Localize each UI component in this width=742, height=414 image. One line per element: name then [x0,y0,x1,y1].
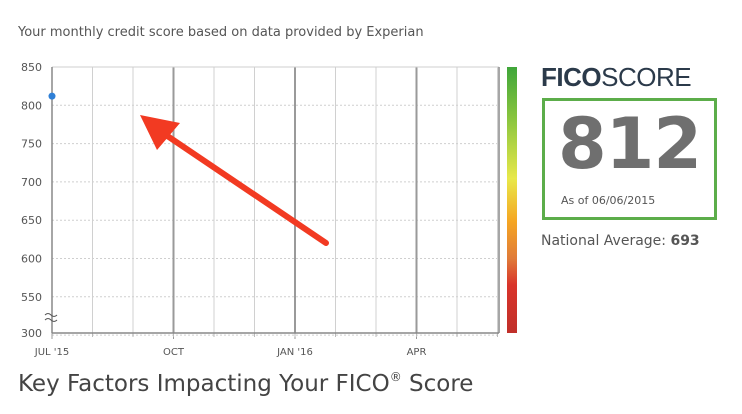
national-average: National Average: 693 [541,233,700,249]
chart-grid [52,67,499,336]
fico-score-logo: FICOSCORE [541,62,692,93]
fico-score-value: 812 [557,103,702,185]
key-factors-heading: Key Factors Impacting Your FICO® Score [18,370,473,397]
national-average-label: National Average: [541,233,666,249]
x-tick-label: APR [407,347,427,358]
red-arrow-annotation-icon [140,115,329,246]
y-tick-label: 650 [21,214,42,227]
score-data-point [48,92,56,100]
y-tick-label: 300 [21,327,42,340]
registered-mark: ® [389,370,402,384]
y-axis: 850 800 750 700 650 600 550 300 [21,61,42,340]
y-tick-label: 700 [21,176,42,189]
score-as-of-date: As of 06/06/2015 [561,194,656,207]
x-tick-label: JUL '15 [34,347,70,358]
key-factors-heading-text: Key Factors Impacting Your FICO [18,371,390,397]
x-tick-label: JAN '16 [276,347,313,358]
fico-logo-light: SCORE [601,62,692,92]
fico-logo-bold: FICO [541,62,602,92]
score-box: 812 As of 06/06/2015 [542,98,717,220]
chart-subtitle: Your monthly credit score based on data … [18,25,424,40]
plot-frame [51,66,500,334]
x-axis: JUL '15 OCT JAN '16 APR [34,333,498,358]
key-factors-heading-suffix: Score [401,371,474,397]
score-color-bar [507,67,517,333]
y-tick-label: 800 [21,99,42,112]
y-tick-label: 550 [21,291,42,304]
score-series [48,92,56,100]
y-tick-label: 850 [21,61,42,74]
y-tick-label: 750 [21,138,42,151]
y-tick-label: 600 [21,253,42,266]
score-gradient-bar [507,67,517,333]
national-average-value: 693 [670,233,700,249]
axis-break-icon [44,313,58,322]
x-tick-label: OCT [163,347,185,358]
